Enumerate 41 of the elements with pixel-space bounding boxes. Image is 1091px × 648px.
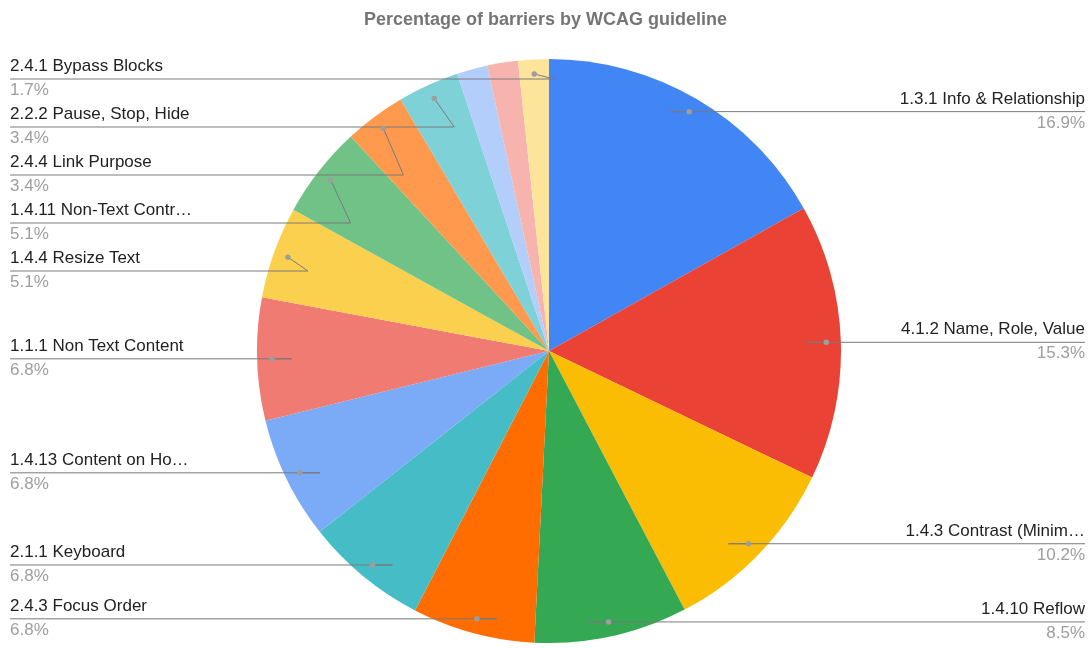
data-label: 6.8% bbox=[10, 359, 49, 379]
data-label: 6.8% bbox=[10, 565, 49, 585]
slice-label: 4.1.2 Name, Role, Value bbox=[901, 319, 1085, 339]
pie-slice bbox=[350, 99, 549, 351]
data-label: 8.5% bbox=[1046, 622, 1085, 642]
slice-label: 1.1.1 Non Text Content bbox=[10, 335, 184, 355]
slice-label: 2.2.2 Pause, Stop, Hide bbox=[10, 104, 190, 123]
pie-slice bbox=[293, 136, 549, 351]
slice-label: 1.4.11 Non-Text Contr… bbox=[10, 200, 193, 219]
pie-slice bbox=[257, 297, 549, 421]
slice-label: 1.4.3 Contrast (Minim… bbox=[905, 520, 1085, 540]
data-label: 5.1% bbox=[10, 272, 49, 291]
slice-label: 1.4.4 Resize Text bbox=[10, 248, 141, 267]
slice-label: 2.4.1 Bypass Blocks bbox=[10, 56, 164, 75]
pie-slice bbox=[400, 73, 549, 351]
chart-title: Percentage of barriers by WCAG guideline bbox=[363, 9, 728, 29]
slice-label: 2.4.4 Link Purpose bbox=[10, 152, 152, 171]
pie-slice bbox=[457, 65, 549, 351]
data-label: 10.2% bbox=[1036, 544, 1085, 564]
pie-slice bbox=[265, 351, 549, 532]
slice-label: 1.3.1 Info & Relationship bbox=[899, 88, 1085, 108]
slice-label: 1.4.10 Reflow bbox=[981, 598, 1086, 618]
pie-slice bbox=[549, 351, 813, 610]
data-label: 6.8% bbox=[10, 619, 49, 639]
pie-slice bbox=[487, 60, 549, 351]
pie-slice bbox=[549, 208, 841, 478]
slice-label: 1.4.13 Content on Ho… bbox=[10, 449, 189, 469]
data-label: 16.9% bbox=[1036, 112, 1085, 132]
slice-label: 2.4.3 Focus Order bbox=[10, 595, 148, 615]
data-label: 3.4% bbox=[10, 176, 49, 195]
pie-slice bbox=[415, 351, 549, 643]
pie-slice bbox=[261, 209, 549, 351]
pie-slice bbox=[549, 59, 804, 351]
data-label: 6.8% bbox=[10, 473, 49, 493]
slice-label: 2.1.1 Keyboard bbox=[10, 541, 126, 561]
pie-slice bbox=[534, 351, 685, 643]
data-label: 15.3% bbox=[1036, 343, 1085, 363]
data-label: 5.1% bbox=[10, 224, 49, 243]
data-label: 1.7% bbox=[10, 80, 49, 99]
data-label: 3.4% bbox=[10, 128, 49, 147]
pie-slice bbox=[319, 351, 549, 611]
